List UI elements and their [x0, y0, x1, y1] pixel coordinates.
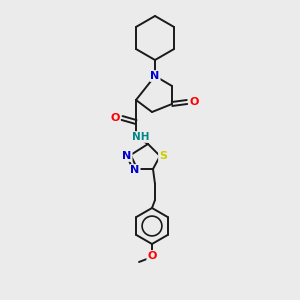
Text: O: O	[189, 97, 199, 107]
Text: S: S	[159, 151, 167, 161]
Text: N: N	[130, 165, 140, 175]
Text: O: O	[147, 251, 157, 261]
Text: NH: NH	[132, 132, 150, 142]
Text: N: N	[150, 71, 160, 81]
Text: N: N	[122, 151, 132, 161]
Text: O: O	[110, 113, 120, 123]
